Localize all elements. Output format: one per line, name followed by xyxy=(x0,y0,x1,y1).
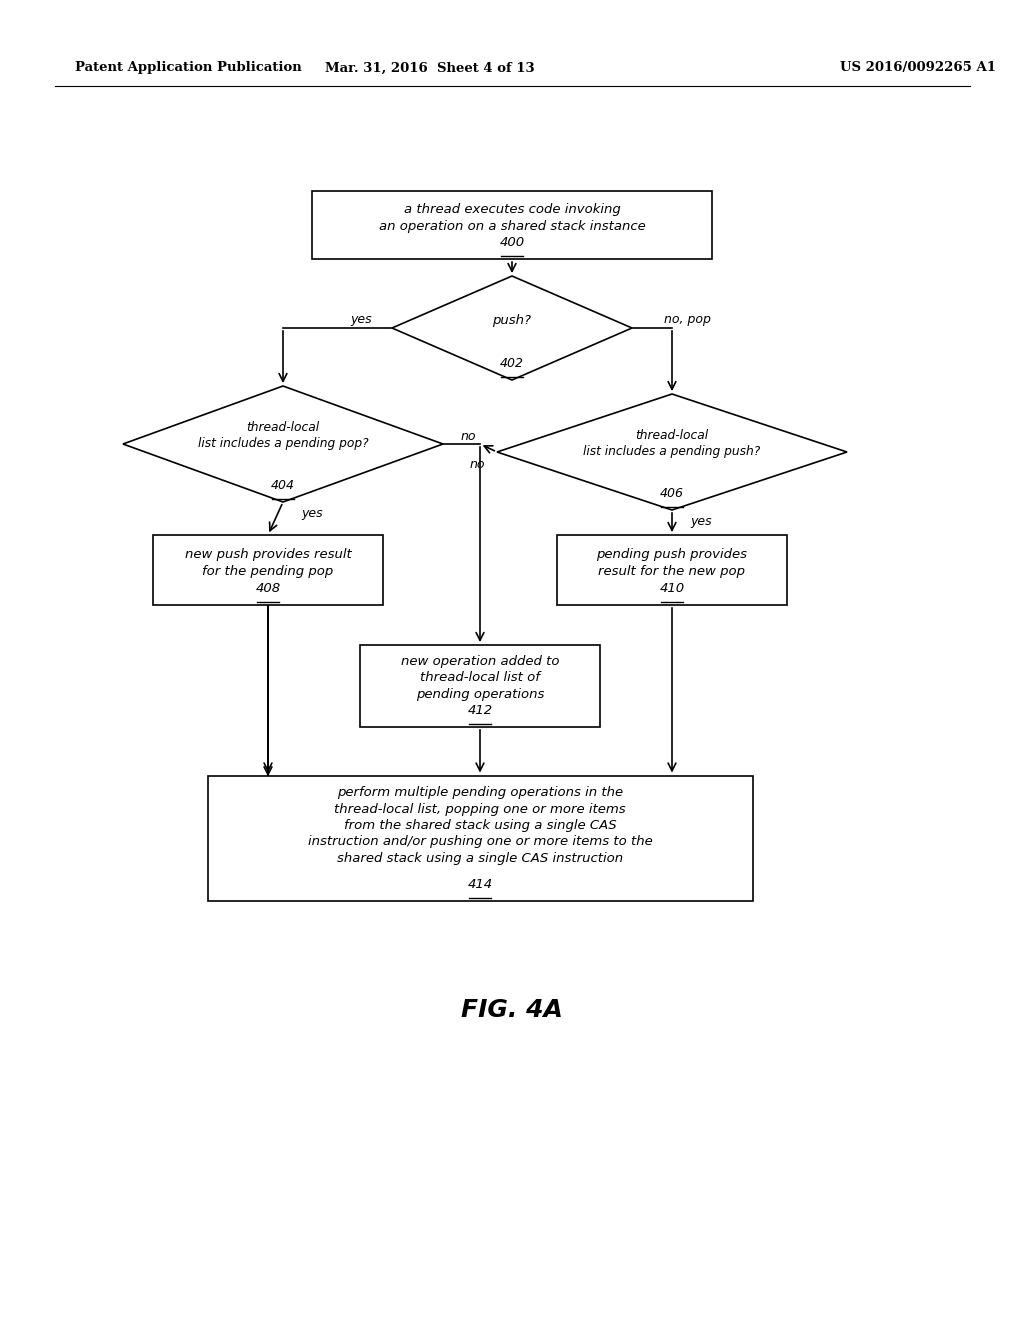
Text: 404: 404 xyxy=(271,479,295,492)
Text: pending push provides
result for the new pop: pending push provides result for the new… xyxy=(597,548,748,578)
Text: no: no xyxy=(469,458,485,470)
Text: 406: 406 xyxy=(660,487,684,500)
Text: yes: yes xyxy=(350,314,372,326)
Bar xyxy=(312,191,712,259)
Text: US 2016/0092265 A1: US 2016/0092265 A1 xyxy=(840,62,996,74)
Polygon shape xyxy=(123,385,443,502)
Text: thread-local
list includes a pending push?: thread-local list includes a pending pus… xyxy=(584,429,761,458)
Text: yes: yes xyxy=(301,507,323,520)
Bar xyxy=(153,535,383,605)
Text: 412: 412 xyxy=(467,704,493,717)
Bar xyxy=(557,535,787,605)
Text: new operation added to
thread-local list of
pending operations: new operation added to thread-local list… xyxy=(400,655,559,701)
Text: a thread executes code invoking
an operation on a shared stack instance: a thread executes code invoking an opera… xyxy=(379,203,645,232)
Text: 414: 414 xyxy=(467,878,493,891)
Text: yes: yes xyxy=(690,516,712,528)
Text: thread-local
list includes a pending pop?: thread-local list includes a pending pop… xyxy=(198,421,369,450)
Text: Mar. 31, 2016  Sheet 4 of 13: Mar. 31, 2016 Sheet 4 of 13 xyxy=(326,62,535,74)
Text: 410: 410 xyxy=(659,582,685,595)
Text: no, pop: no, pop xyxy=(664,314,711,326)
Text: new push provides result
for the pending pop: new push provides result for the pending… xyxy=(184,548,351,578)
Text: Patent Application Publication: Patent Application Publication xyxy=(75,62,302,74)
Bar xyxy=(208,776,753,900)
Text: perform multiple pending operations in the
thread-local list, popping one or mor: perform multiple pending operations in t… xyxy=(307,785,652,865)
Text: FIG. 4A: FIG. 4A xyxy=(461,998,563,1022)
Bar xyxy=(360,645,600,727)
Text: push?: push? xyxy=(493,314,531,327)
Text: no: no xyxy=(461,429,476,442)
Text: 402: 402 xyxy=(500,356,524,370)
Polygon shape xyxy=(392,276,632,380)
Text: 408: 408 xyxy=(255,582,281,595)
Text: 400: 400 xyxy=(500,236,524,249)
Polygon shape xyxy=(497,393,847,510)
